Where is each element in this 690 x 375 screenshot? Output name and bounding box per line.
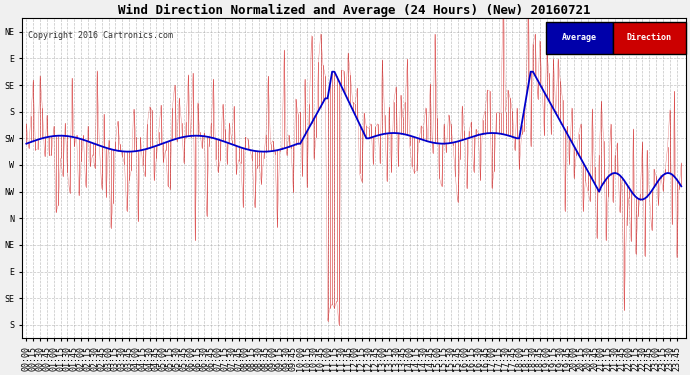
Text: Direction: Direction	[627, 33, 672, 42]
Text: Copyright 2016 Cartronics.com: Copyright 2016 Cartronics.com	[28, 31, 173, 40]
FancyBboxPatch shape	[546, 22, 613, 54]
FancyBboxPatch shape	[613, 22, 686, 54]
Title: Wind Direction Normalized and Average (24 Hours) (New) 20160721: Wind Direction Normalized and Average (2…	[117, 4, 590, 17]
Text: Average: Average	[562, 33, 597, 42]
